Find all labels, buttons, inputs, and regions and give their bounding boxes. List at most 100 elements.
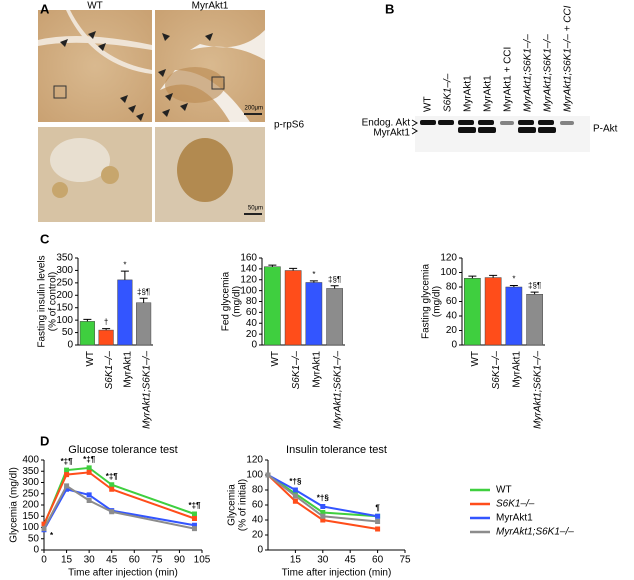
lane-label: MyrAkt1	[463, 75, 474, 112]
y-axis-label: (% of initial)	[238, 479, 249, 531]
data-point	[320, 510, 326, 515]
annotation: †	[104, 318, 108, 327]
y-tick-label: 350	[56, 253, 73, 264]
bar	[117, 279, 133, 346]
y-axis-label: (% of control)	[48, 272, 59, 331]
annotation: *†§	[289, 477, 302, 486]
bar	[526, 294, 543, 346]
x-tick-label: 45	[345, 555, 357, 566]
x-tick-label: 90	[174, 555, 186, 566]
y-tick-label: 40	[246, 318, 258, 329]
x-tick-label: WT	[85, 351, 96, 367]
y-tick-label: 250	[56, 277, 73, 288]
series-line	[267, 474, 378, 523]
y-tick-label: 80	[246, 296, 258, 307]
y-tick-label: 150	[22, 511, 39, 522]
y-tick-label: 50	[62, 327, 74, 338]
y-tick-label: 50	[28, 533, 40, 544]
data-point	[86, 492, 92, 498]
bar	[305, 282, 323, 346]
panel-label: B	[385, 1, 394, 16]
error-bar	[309, 280, 318, 283]
data-point	[191, 526, 197, 532]
x-tick-label: S6K1–/–	[104, 351, 115, 390]
annotation: ‡§¶	[137, 287, 150, 296]
histology-images	[38, 10, 265, 222]
data-point	[86, 498, 92, 503]
annotation: *†§	[317, 494, 330, 503]
panel-label: D	[40, 433, 49, 448]
x-tick-label: MyrAkt1	[312, 351, 323, 388]
y-axis-label: (mg/dl)	[232, 286, 243, 317]
legend-label: S6K1–/–	[496, 499, 535, 510]
x-tick-label: WT	[470, 351, 481, 367]
lane-label: MyrAkt1;S6K1–/–	[543, 34, 554, 112]
column-label: WT	[87, 1, 103, 12]
y-tick-label: 300	[22, 477, 39, 488]
y-tick-label: 80	[252, 485, 264, 496]
y-tick-label: 0	[67, 340, 73, 351]
bar	[264, 266, 281, 346]
x-tick-label: 75	[399, 555, 411, 566]
data-point	[375, 526, 381, 532]
bar	[79, 321, 95, 346]
stain-label: p-rpS6	[274, 120, 304, 131]
annotation: *‡¶	[188, 501, 201, 510]
chart-title: Glucose tolerance test	[68, 444, 177, 456]
y-tick-label: 0	[251, 340, 257, 351]
error-bar	[289, 267, 298, 271]
bar	[136, 302, 152, 346]
y-tick-label: 140	[240, 264, 257, 275]
x-tick-label: S6K1–/–	[291, 351, 302, 390]
x-tick-label: WT	[270, 351, 281, 367]
error-bar	[530, 291, 539, 295]
data-point	[109, 509, 115, 515]
y-tick-label: 300	[56, 265, 73, 276]
data-point	[320, 504, 326, 509]
x-tick-label: 30	[84, 555, 96, 566]
y-axis-label: Fasting glycemia	[421, 264, 432, 339]
data-point	[375, 519, 381, 524]
annotation: ¶	[375, 503, 380, 512]
y-tick-label: 200	[22, 500, 39, 511]
y-axis-label: (mg/dl)	[432, 286, 443, 317]
y-tick-label: 120	[440, 253, 457, 264]
x-tick-label: 15	[61, 555, 73, 566]
annotation: *	[512, 275, 515, 284]
legend-label: WT	[496, 485, 512, 496]
lane-label: MyrAkt1;S6K1–/–	[523, 34, 534, 112]
annotation: ‡§¶	[328, 275, 341, 284]
y-tick-label: 160	[240, 253, 257, 264]
band-label: Endog. Akt	[362, 118, 411, 129]
annotation: *	[123, 260, 126, 269]
x-tick-label: 105	[194, 555, 211, 566]
lane-label: MyrAkt1;S6K1–/– + CCI	[563, 5, 574, 112]
y-tick-label: 150	[56, 302, 73, 313]
bar	[484, 277, 502, 346]
bar	[284, 270, 302, 346]
data-point	[320, 517, 326, 523]
legend-label: MyrAkt1	[496, 513, 533, 524]
data-point	[292, 493, 298, 499]
y-tick-label: 0	[451, 340, 457, 351]
lane-label: MyrAkt1 + CCI	[503, 47, 514, 112]
y-axis-label: Fed glycemia	[221, 271, 232, 331]
x-tick-label: 45	[106, 555, 118, 566]
y-tick-label: 100	[22, 522, 39, 533]
x-tick-label: MyrAkt1;S6K1–/–	[141, 351, 152, 429]
y-tick-label: 0	[33, 545, 39, 556]
column-label: MyrAkt1	[192, 1, 229, 12]
x-tick-label: MyrAkt1;S6K1–/–	[532, 351, 543, 429]
error-bar	[268, 264, 277, 267]
western-blot	[411, 116, 590, 152]
lane-label: S6K1–/–	[443, 73, 454, 112]
bar	[98, 329, 114, 346]
x-tick-label: MyrAkt1;S6K1–/–	[332, 351, 343, 429]
error-bar	[489, 274, 498, 278]
data-point	[86, 469, 92, 475]
data-point	[64, 486, 70, 492]
y-tick-label: 200	[56, 290, 73, 301]
data-point	[320, 513, 326, 519]
x-tick-label: 75	[151, 555, 163, 566]
x-tick-label: 15	[290, 555, 302, 566]
